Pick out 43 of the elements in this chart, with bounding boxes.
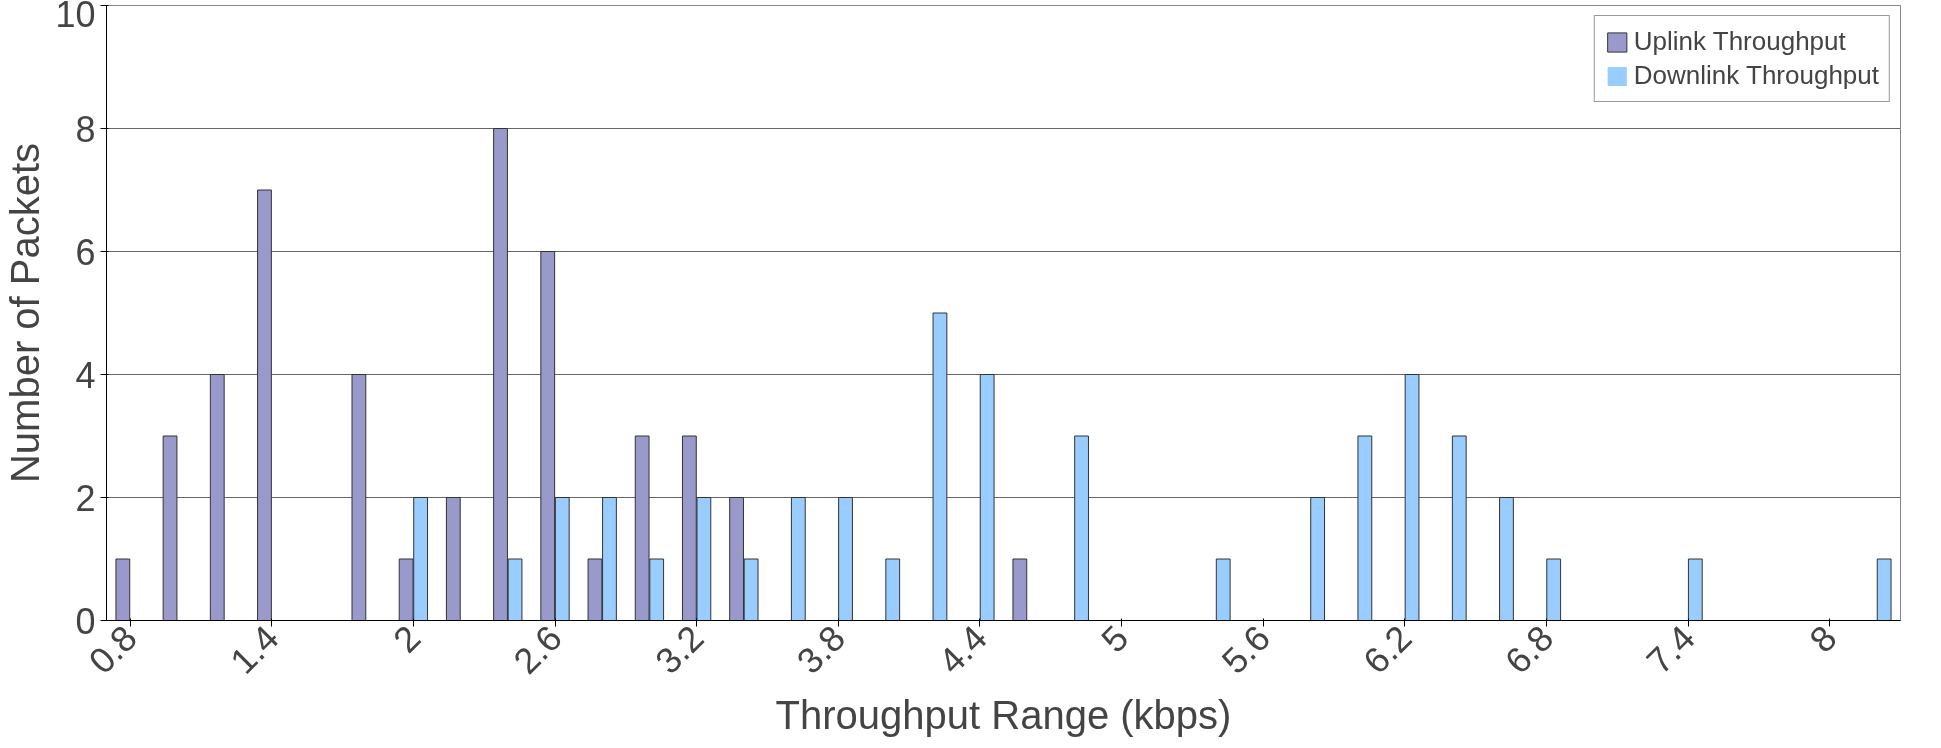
y-tick-label: 8 [75, 108, 96, 150]
x-tick-label: 7.4 [1638, 617, 1703, 682]
legend-label: Downlink Throughput [1633, 60, 1879, 91]
y-tick-label: 4 [75, 354, 96, 396]
bar [445, 497, 461, 621]
y-tick-label: 10 [55, 0, 96, 35]
x-tick-label: 3.2 [647, 617, 712, 682]
x-axis-title: Throughput Range (kbps) [775, 693, 1232, 738]
bar [162, 435, 178, 621]
bar [1451, 435, 1467, 621]
x-tick-label: 6.8 [1496, 617, 1562, 682]
bar [1310, 497, 1326, 621]
x-tick-label: 8 [1801, 617, 1845, 661]
y-axis-title: Number of Packets [3, 142, 48, 484]
x-tick-label: 1.4 [222, 617, 287, 682]
bar [932, 312, 948, 621]
bar [1687, 558, 1703, 621]
bar [1404, 374, 1420, 621]
bar [1546, 558, 1562, 621]
bar [1012, 558, 1028, 621]
bar [1876, 558, 1892, 621]
bar [257, 189, 272, 621]
bar [1074, 435, 1089, 621]
bar [1215, 558, 1231, 621]
x-tick-label: 5 [1093, 617, 1137, 661]
y-tick-label: 6 [75, 231, 96, 273]
y-tick-label: 2 [75, 477, 96, 519]
bar [1357, 435, 1373, 621]
bar [838, 497, 853, 621]
x-tick-label: 6.2 [1355, 617, 1420, 682]
legend-label: Uplink Throughput [1633, 26, 1846, 57]
bar [351, 374, 367, 621]
bar [790, 497, 806, 621]
bar [115, 558, 131, 621]
x-tick-label: 5.6 [1213, 617, 1278, 682]
bar [885, 558, 901, 621]
bar [979, 374, 995, 621]
x-tick-label: 2 [385, 617, 429, 661]
x-tick-label: 4.4 [930, 617, 995, 682]
bar [1499, 497, 1514, 621]
x-tick-label: 2.6 [505, 617, 570, 682]
bar [209, 374, 225, 621]
x-tick-label: 3.8 [788, 617, 854, 682]
